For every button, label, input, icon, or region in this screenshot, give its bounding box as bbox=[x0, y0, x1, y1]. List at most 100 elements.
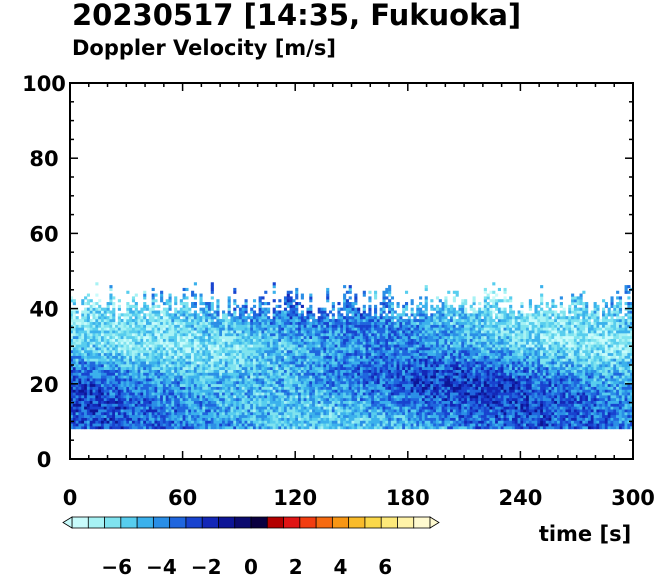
heatmap-cell bbox=[298, 400, 302, 404]
heatmap-cell bbox=[272, 412, 276, 416]
heatmap-cell bbox=[345, 361, 349, 365]
heatmap-cell bbox=[202, 321, 206, 325]
heatmap-cell bbox=[264, 423, 268, 427]
heatmap-cell bbox=[115, 372, 119, 376]
heatmap-cell bbox=[191, 372, 195, 376]
heatmap-cell bbox=[258, 412, 262, 416]
heatmap-cell bbox=[385, 361, 389, 365]
heatmap-cell bbox=[264, 406, 268, 410]
heatmap-cell bbox=[376, 409, 380, 413]
heatmap-cell bbox=[131, 378, 136, 382]
heatmap-cell bbox=[309, 426, 313, 430]
heatmap-cell bbox=[179, 355, 183, 359]
heatmap-cell bbox=[222, 364, 226, 368]
heatmap-cell bbox=[286, 302, 290, 306]
heatmap-cell bbox=[388, 380, 392, 385]
heatmap-cell bbox=[75, 318, 79, 323]
heatmap-cell bbox=[115, 355, 119, 359]
heatmap-cell bbox=[86, 366, 90, 370]
heatmap-cell bbox=[168, 395, 172, 399]
heatmap-cell bbox=[340, 338, 344, 342]
heatmap-cell bbox=[117, 333, 121, 337]
heatmap-cell bbox=[272, 338, 276, 342]
heatmap-cell bbox=[261, 318, 265, 323]
heatmap-cell bbox=[182, 426, 186, 430]
heatmap-cell bbox=[188, 318, 192, 323]
heatmap-cell bbox=[252, 333, 257, 337]
heatmap-cell bbox=[300, 389, 304, 393]
heatmap-cell bbox=[182, 316, 186, 320]
heatmap-cell bbox=[320, 338, 324, 342]
heatmap-cell bbox=[298, 349, 302, 354]
heatmap-cell bbox=[100, 400, 105, 404]
heatmap-cell bbox=[171, 330, 175, 334]
heatmap-cell bbox=[312, 321, 316, 325]
heatmap-cell bbox=[216, 378, 220, 382]
heatmap-cell bbox=[216, 318, 220, 323]
heatmap-cell bbox=[337, 397, 341, 402]
heatmap-cell bbox=[213, 372, 217, 376]
heatmap-cell bbox=[368, 347, 372, 351]
heatmap-cell bbox=[89, 341, 93, 345]
heatmap-cell bbox=[120, 426, 124, 430]
heatmap-cell bbox=[193, 369, 197, 373]
heatmap-cell bbox=[162, 397, 167, 402]
heatmap-cell bbox=[343, 355, 347, 359]
heatmap-cell bbox=[317, 316, 321, 320]
heatmap-cell bbox=[252, 327, 257, 331]
heatmap-cell bbox=[374, 406, 378, 410]
heatmap-cell bbox=[222, 397, 226, 402]
heatmap-cell bbox=[103, 383, 107, 387]
heatmap-cell bbox=[86, 403, 90, 407]
heatmap-cell bbox=[258, 375, 262, 379]
heatmap-cell bbox=[241, 406, 245, 410]
heatmap-cell bbox=[388, 414, 392, 418]
heatmap-cell bbox=[151, 423, 155, 427]
heatmap-cell bbox=[123, 313, 127, 317]
heatmap-cell bbox=[298, 412, 302, 416]
heatmap-cell bbox=[306, 361, 310, 365]
heatmap-cell bbox=[191, 414, 195, 418]
heatmap-cell bbox=[126, 321, 130, 325]
heatmap-cell bbox=[137, 403, 141, 407]
heatmap-cell bbox=[134, 293, 138, 297]
heatmap-cell bbox=[314, 327, 319, 331]
heatmap-cell bbox=[281, 327, 285, 331]
heatmap-cell bbox=[278, 341, 282, 345]
heatmap-cell bbox=[320, 423, 324, 427]
heatmap-cell bbox=[283, 299, 288, 303]
heatmap-cell bbox=[233, 380, 237, 385]
heatmap-cell bbox=[182, 333, 186, 337]
heatmap-cell bbox=[202, 347, 206, 351]
heatmap-cell bbox=[376, 386, 380, 390]
heatmap-cell bbox=[160, 299, 164, 303]
heatmap-cell bbox=[303, 321, 307, 325]
heatmap-cell bbox=[213, 409, 217, 413]
heatmap-cell bbox=[244, 304, 248, 308]
heatmap-cell bbox=[109, 397, 113, 402]
heatmap-cell bbox=[98, 426, 102, 430]
heatmap-cell bbox=[357, 417, 361, 421]
heatmap-cell bbox=[295, 369, 299, 373]
heatmap-cell bbox=[306, 324, 310, 328]
heatmap-cell bbox=[326, 386, 330, 390]
heatmap-cell bbox=[337, 361, 341, 365]
heatmap-cell bbox=[337, 378, 341, 382]
heatmap-cell bbox=[343, 327, 347, 331]
heatmap-cell bbox=[269, 333, 273, 337]
heatmap-cell bbox=[86, 344, 90, 348]
heatmap-cell bbox=[351, 380, 355, 385]
heatmap-cell bbox=[306, 417, 310, 421]
heatmap-cell bbox=[112, 321, 116, 325]
heatmap-cell bbox=[207, 335, 212, 339]
heatmap-cell bbox=[345, 307, 349, 311]
heatmap-cell bbox=[134, 403, 138, 407]
heatmap-cell bbox=[328, 321, 333, 325]
heatmap-cell bbox=[78, 352, 82, 356]
heatmap-cell bbox=[382, 366, 386, 370]
heatmap-cell bbox=[162, 324, 167, 328]
heatmap-cell bbox=[354, 333, 358, 337]
heatmap-cell bbox=[185, 321, 189, 325]
heatmap-cell bbox=[131, 420, 136, 424]
heatmap-cell bbox=[255, 358, 259, 362]
